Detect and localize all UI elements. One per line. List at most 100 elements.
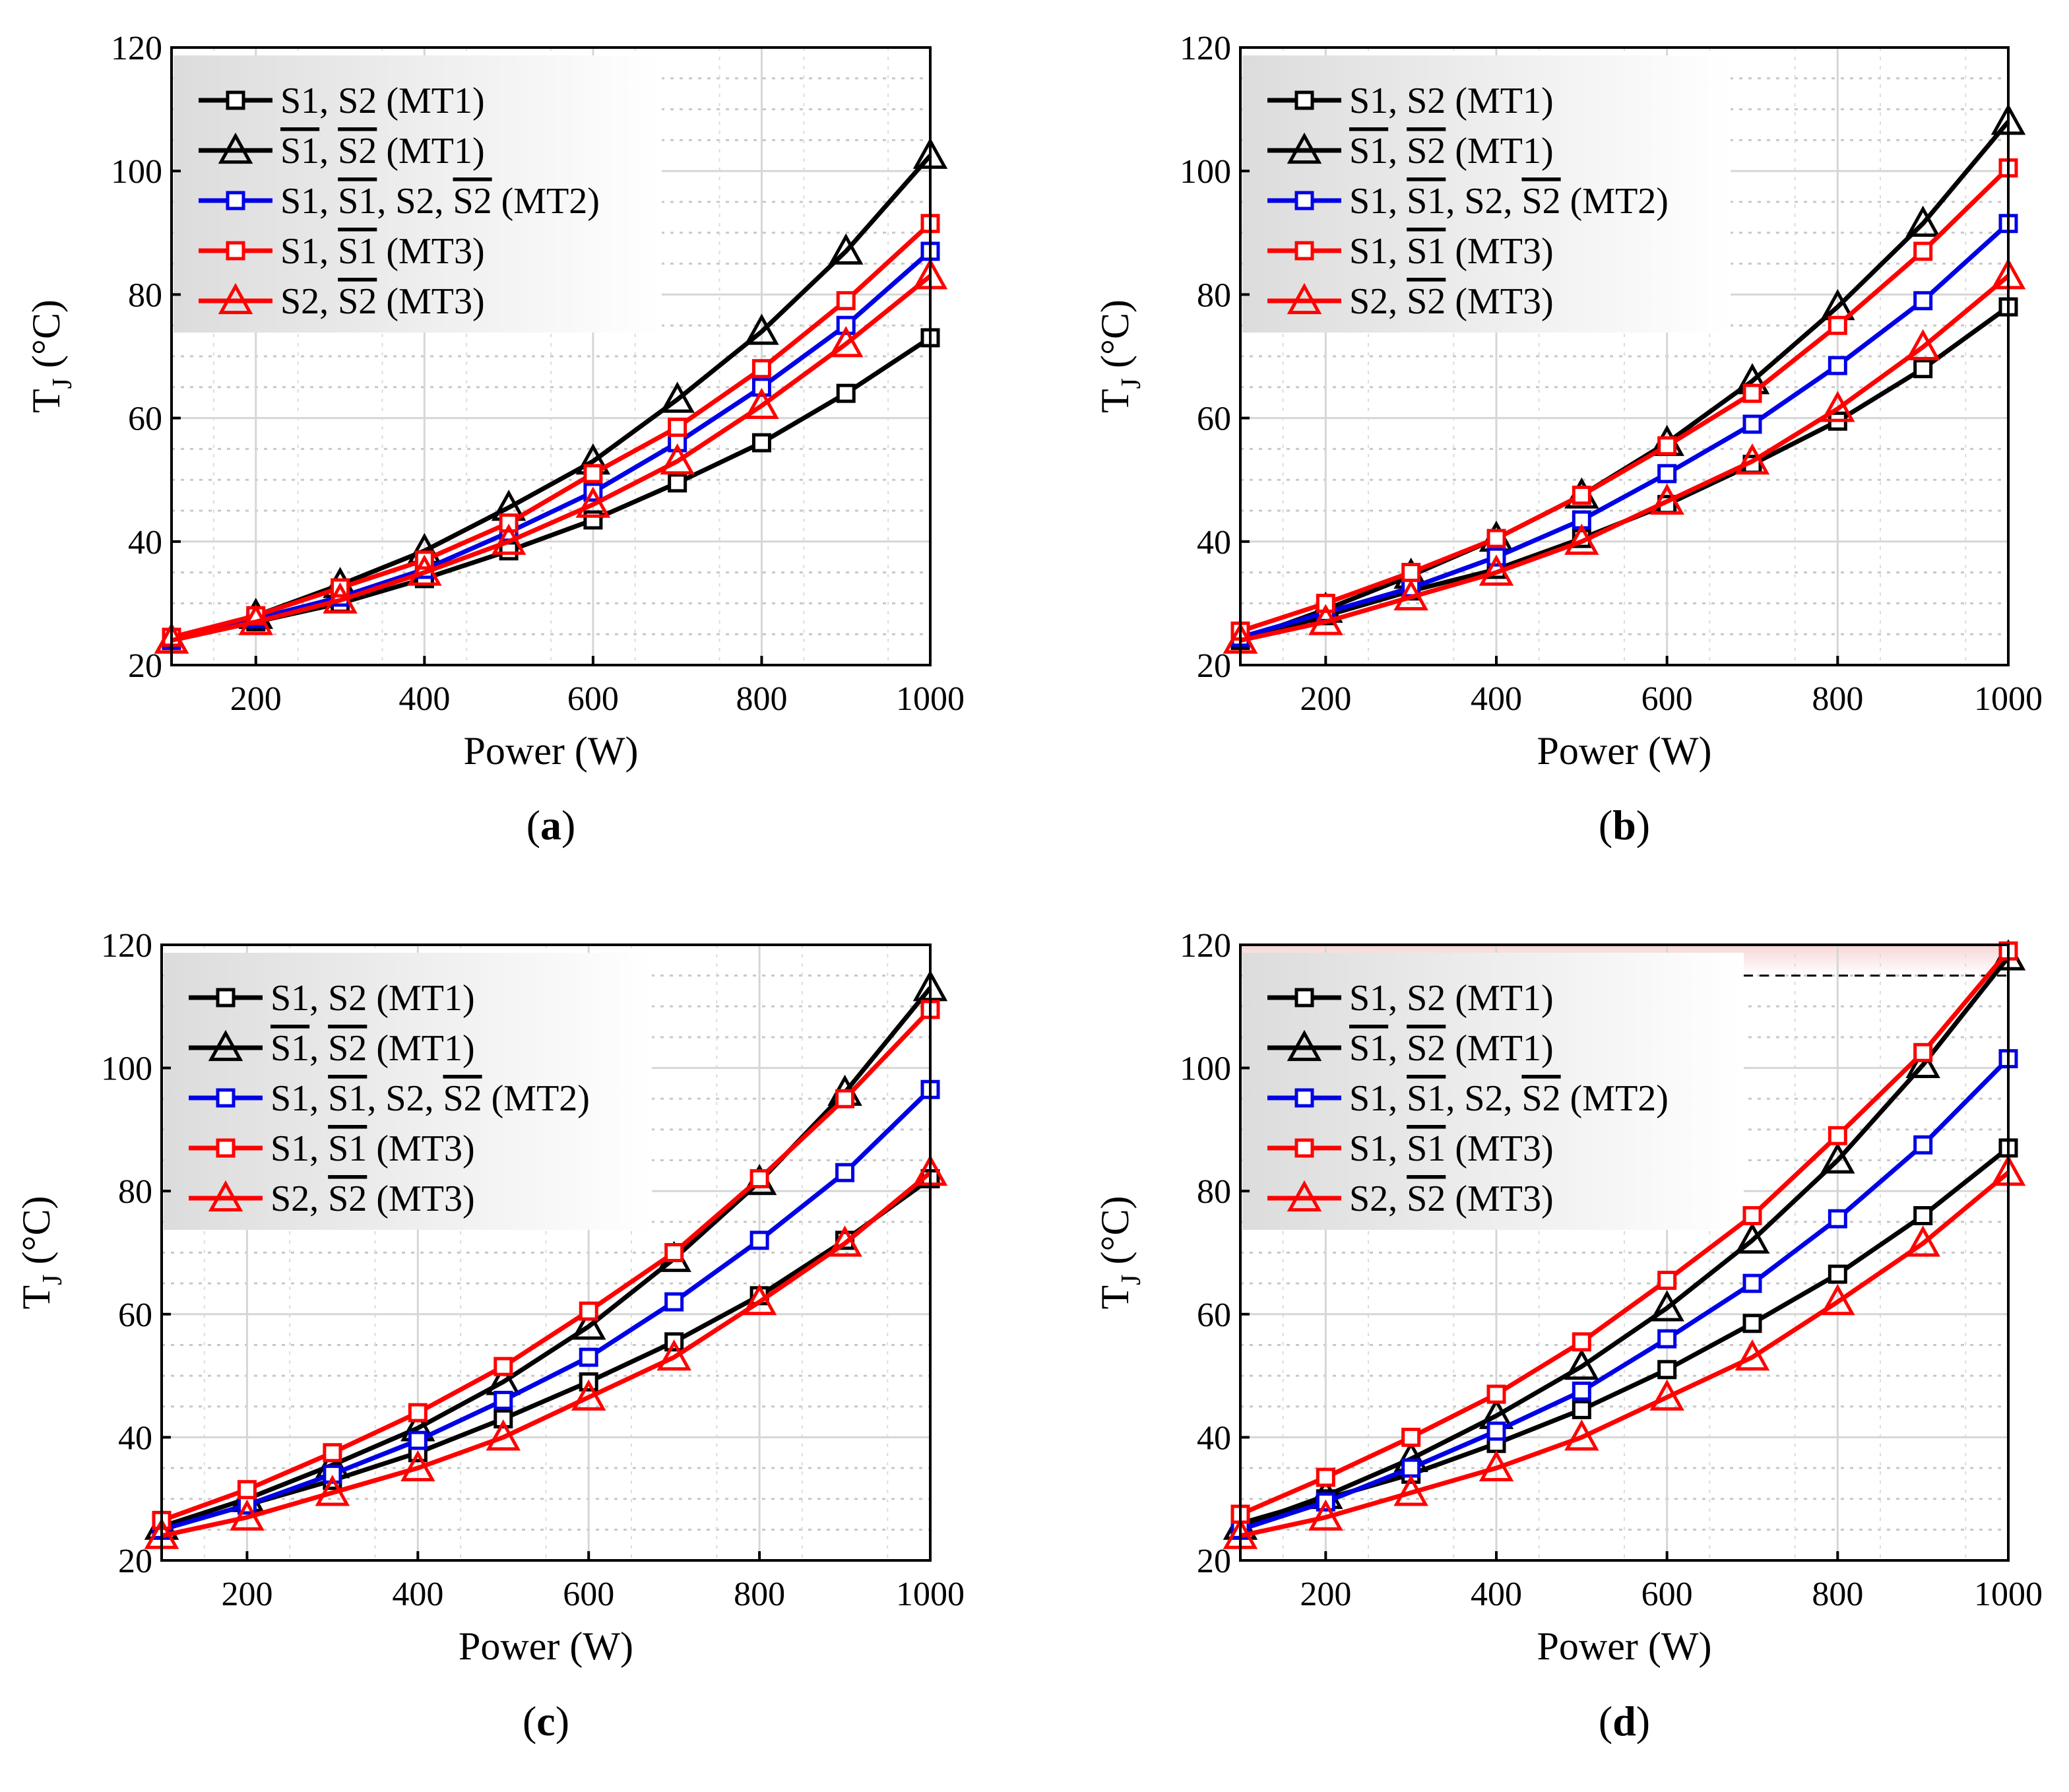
data-point (1393, 1475, 1428, 1506)
legend-label: S1, S2 (MT1) (1349, 131, 1554, 172)
x-tick-label: 1000 (1974, 1576, 2043, 1613)
legend-label-part: S1 (271, 978, 309, 1019)
data-point (571, 1379, 606, 1411)
data-point (1479, 1450, 1514, 1482)
legend-label-part: S1 (328, 1128, 367, 1169)
data-point (1742, 1273, 1762, 1293)
legend-marker (1294, 241, 1314, 261)
legend-label-part: S1, (280, 181, 338, 222)
data-point (828, 233, 864, 265)
legend-label-part: (MT3) (1446, 1128, 1553, 1169)
y-axis-label-sub: J (48, 378, 78, 389)
chart-panel-d: S1, S2 (MT1)S1, S2 (MT1)S1, S1, S2, S2 (… (1093, 927, 2043, 1744)
y-axis-label-main: T (15, 1285, 58, 1310)
legend-marker (208, 1029, 243, 1062)
series-4 (162, 214, 940, 647)
data-point (1828, 356, 1847, 375)
y-tick-label: 100 (101, 1050, 152, 1088)
legend-label-part: S2 (338, 281, 377, 322)
legend-label: S1, S1 (MT3) (271, 1128, 475, 1169)
series-line (171, 222, 932, 640)
series-line (171, 274, 932, 643)
data-point (1316, 1467, 1335, 1487)
legend-label-part: (MT1) (1446, 1028, 1553, 1069)
panel-caption: (a) (526, 802, 576, 848)
legend-marker (1287, 1029, 1322, 1062)
legend-label-part: (MT1) (1446, 978, 1553, 1019)
y-tick-label: 100 (1180, 1050, 1231, 1088)
data-point (660, 443, 695, 475)
data-point (1905, 205, 1940, 237)
legend-label-part: S1, (1349, 1128, 1407, 1169)
legend-label-part: S2, (271, 1178, 328, 1219)
data-point (827, 1225, 862, 1257)
data-point (668, 418, 687, 437)
data-point (579, 1347, 598, 1367)
legend-label: S2, S2 (MT3) (1349, 1178, 1554, 1219)
data-point (238, 604, 274, 635)
y-tick-label: 40 (128, 524, 162, 561)
data-point (1393, 579, 1428, 611)
legend-entry: S2, S2 (MT3) (1267, 1178, 1554, 1219)
data-point (1572, 1332, 1591, 1352)
x-tick-label: 400 (1471, 1576, 1522, 1613)
axes-frame (170, 46, 932, 666)
legend-label: S1, S2 (MT1) (1349, 80, 1554, 121)
x-tick-label: 200 (230, 680, 282, 718)
legend-label: S1, S1 (MT3) (280, 231, 485, 272)
legend-label-part: (MT1) (367, 978, 474, 1019)
data-point (230, 1499, 265, 1531)
series-line (1240, 222, 2010, 640)
legend-entry: S1, S2 (MT1) (199, 131, 485, 172)
data-point (1401, 563, 1421, 583)
legend-label-part: S2 (1407, 978, 1446, 1019)
legend-label-part: S2 (1407, 281, 1446, 322)
x-tick-label: 1000 (896, 1576, 965, 1613)
y-axis-label: TJ (°C) (1093, 300, 1147, 413)
data-point (1828, 1126, 1847, 1145)
legend-label-part: , S2, (367, 1078, 443, 1119)
y-tick-label: 20 (128, 647, 162, 685)
data-point (1828, 1209, 1847, 1229)
legend-label-part: (MT3) (367, 1178, 474, 1219)
legend-label-part: , S2, (1446, 181, 1521, 222)
y-tick-label: 100 (111, 153, 162, 191)
y-tick-label: 20 (1197, 647, 1231, 685)
legend-marker (218, 282, 253, 315)
data-point (1905, 1046, 1940, 1079)
legend-label: S1, S2 (MT1) (280, 80, 485, 121)
legend-label-part: (MT3) (377, 231, 484, 272)
x-axis-label: Power (W) (464, 729, 639, 773)
y-axis-label: TJ (°C) (15, 1196, 68, 1310)
y-axis-label-unit: (°C) (15, 1196, 58, 1275)
legend-label-part: S2 (453, 181, 492, 222)
legend-marker (208, 1180, 243, 1212)
legend-marker (1294, 988, 1314, 1008)
legend-label-part: (MT2) (1561, 181, 1669, 222)
legend-label: S1, S1, S2, S2 (MT2) (280, 181, 600, 222)
panel-caption: (b) (1599, 802, 1650, 848)
series-line (171, 249, 932, 643)
legend-label-part: S1, (1349, 231, 1407, 272)
y-axis-label: TJ (°C) (24, 300, 78, 413)
panel-caption-letter: c (536, 1698, 555, 1744)
legend-label-part: S2, (280, 281, 338, 322)
legend-label-part: , (1388, 80, 1407, 121)
panel-caption-letter: a (540, 802, 561, 848)
series-line (1240, 274, 2010, 643)
data-point (571, 1308, 606, 1340)
data-point (1913, 241, 1933, 261)
legend-entry: S1, S2 (MT1) (199, 80, 485, 121)
data-point (664, 1292, 684, 1312)
legend-label-part: S2, (1349, 281, 1407, 322)
legend-label-part: S2 (1407, 1028, 1446, 1069)
y-tick-label: 20 (1197, 1543, 1231, 1580)
data-point (1649, 1379, 1684, 1411)
data-point (1742, 1314, 1762, 1333)
series-4 (1230, 941, 2018, 1524)
legend-label-part: S2 (1407, 131, 1446, 172)
data-point (1564, 523, 1599, 555)
legend-label-part: S1, (1349, 1078, 1407, 1119)
legend-label-part: S1 (1407, 1078, 1446, 1119)
data-point (656, 1339, 691, 1371)
